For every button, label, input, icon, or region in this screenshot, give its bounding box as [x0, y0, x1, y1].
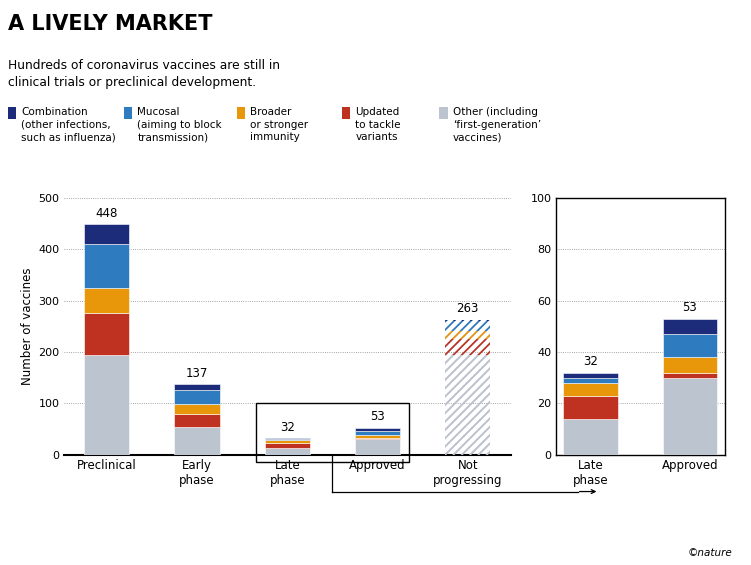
Y-axis label: Number of vaccines: Number of vaccines	[21, 268, 35, 385]
Text: 53: 53	[683, 301, 697, 314]
Text: 137: 137	[185, 367, 208, 380]
Text: Updated
to tackle
variants: Updated to tackle variants	[355, 107, 401, 142]
Text: 263: 263	[457, 302, 479, 315]
Bar	[264, 441, 310, 443]
Bar	[264, 447, 310, 455]
Bar	[662, 334, 717, 357]
Bar	[445, 321, 490, 332]
Bar	[662, 319, 717, 334]
Bar	[445, 320, 490, 455]
Text: Hundreds of coronavirus vaccines are still in
clinical trials or preclinical dev: Hundreds of coronavirus vaccines are sti…	[8, 59, 279, 89]
Bar	[264, 438, 310, 440]
Bar	[255, 403, 409, 462]
Text: Combination
(other infections,
such as influenza): Combination (other infections, such as i…	[21, 107, 116, 142]
Bar	[662, 357, 717, 372]
Bar	[355, 438, 400, 440]
Bar	[563, 396, 618, 419]
Text: 53: 53	[370, 410, 385, 423]
Bar	[355, 428, 400, 431]
Text: 448: 448	[95, 207, 118, 220]
Bar	[264, 440, 310, 441]
Bar	[174, 414, 219, 427]
Bar	[264, 443, 310, 447]
Bar	[445, 332, 490, 339]
Bar	[174, 390, 219, 405]
Bar	[445, 355, 490, 455]
Bar	[662, 372, 717, 377]
Bar	[563, 383, 618, 396]
Bar	[84, 288, 129, 314]
Bar	[174, 384, 219, 390]
Bar	[355, 431, 400, 435]
Bar	[355, 440, 400, 455]
Bar	[174, 427, 219, 455]
Text: ©nature: ©nature	[687, 548, 732, 558]
Bar	[662, 377, 717, 455]
Bar	[84, 355, 129, 455]
Bar	[563, 377, 618, 383]
Bar	[445, 320, 490, 321]
Text: Other (including
‘first-generation’
vaccines): Other (including ‘first-generation’ vacc…	[453, 107, 541, 142]
Bar	[84, 314, 129, 355]
Text: A LIVELY MARKET: A LIVELY MARKET	[8, 14, 212, 34]
Bar	[563, 419, 618, 455]
Text: Broader
or stronger
immunity: Broader or stronger immunity	[250, 107, 308, 142]
Bar	[563, 372, 618, 377]
Text: 32: 32	[280, 421, 294, 434]
Bar	[84, 224, 129, 244]
Text: 32: 32	[584, 355, 598, 368]
Bar	[355, 435, 400, 438]
Bar	[84, 244, 129, 288]
Bar	[174, 405, 219, 414]
Bar	[445, 339, 490, 355]
Text: Mucosal
(aiming to block
transmission): Mucosal (aiming to block transmission)	[137, 107, 222, 142]
